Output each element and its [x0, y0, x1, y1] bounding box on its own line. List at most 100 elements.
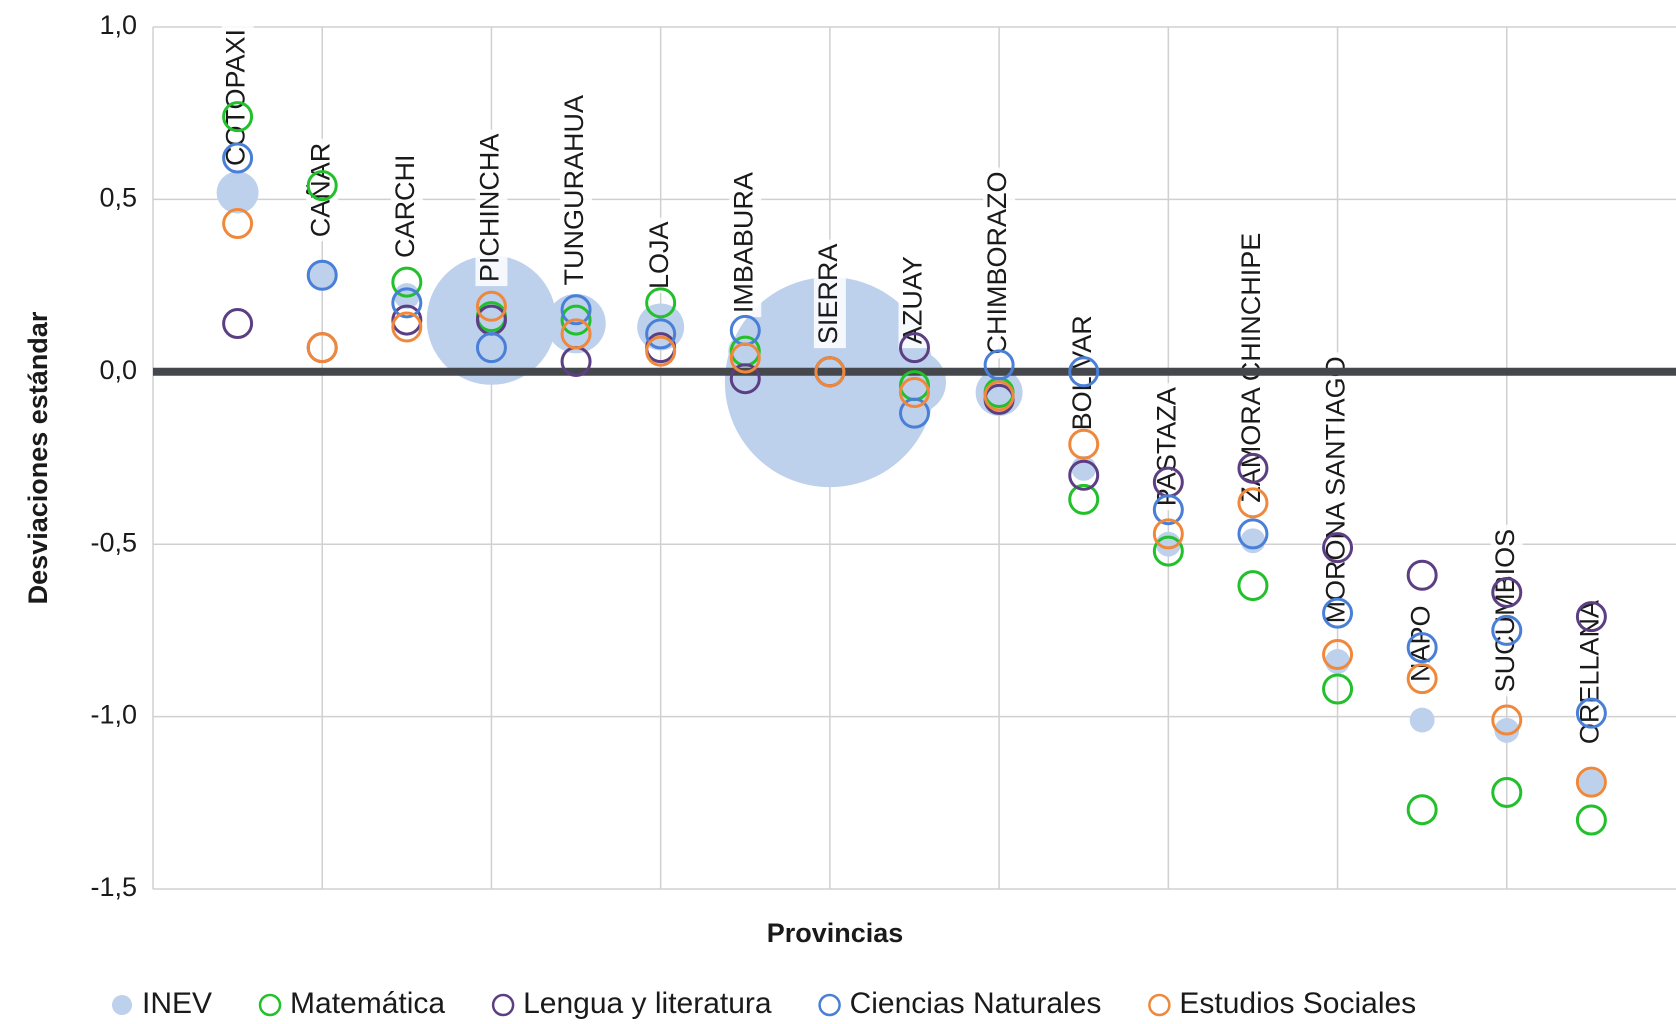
point	[1068, 483, 1100, 515]
point	[814, 356, 846, 388]
label-bg	[898, 252, 931, 349]
point	[1322, 639, 1354, 671]
category-label: TUNGURAHUA	[559, 95, 589, 286]
category-label: PICHINCHA	[475, 134, 505, 283]
label-bg	[813, 239, 846, 349]
point	[306, 170, 338, 202]
legend-marker	[1148, 993, 1171, 1017]
bubble	[1325, 649, 1350, 674]
legend-marker	[491, 993, 515, 1017]
point	[729, 342, 761, 374]
legend-label: Lengua y literatura	[523, 987, 772, 1020]
category-label: SUCUMBIOS	[1490, 529, 1520, 693]
point	[1491, 776, 1523, 808]
bubble	[883, 350, 946, 414]
point	[560, 304, 592, 336]
point	[391, 287, 423, 319]
y-tick-label: 1,0	[99, 10, 137, 40]
label-bg	[644, 217, 677, 293]
bubble	[1409, 707, 1435, 733]
category-label: CHIMBORAZO	[982, 171, 1012, 354]
point	[1406, 663, 1438, 695]
label-bg	[560, 91, 593, 290]
point	[1491, 704, 1523, 736]
point	[1575, 697, 1607, 729]
point	[1406, 559, 1438, 591]
point	[1322, 673, 1354, 705]
label-bg	[729, 168, 762, 318]
bubble	[216, 171, 259, 214]
y-tick-label: -1,5	[90, 872, 137, 902]
label-bg	[221, 25, 254, 171]
point	[475, 332, 507, 364]
point	[729, 363, 761, 395]
legend-label: Estudios Sociales	[1179, 987, 1416, 1020]
point	[1237, 487, 1269, 519]
point	[1152, 518, 1184, 550]
point	[560, 294, 592, 326]
point	[1322, 532, 1354, 564]
point	[222, 308, 254, 340]
point	[475, 290, 507, 322]
point	[306, 259, 338, 291]
point	[1068, 459, 1100, 491]
point	[222, 208, 254, 240]
point	[1406, 632, 1438, 664]
point	[1491, 576, 1523, 608]
point	[899, 332, 930, 364]
y-tick-label: -1,0	[90, 700, 137, 730]
label-bg	[983, 167, 1016, 359]
point	[1322, 597, 1354, 629]
category-label: MORONA SANTIAGO	[1321, 356, 1351, 623]
label-bg	[306, 138, 339, 242]
legend-marker	[818, 993, 841, 1017]
point	[1237, 518, 1269, 550]
y-tick-label: -0,5	[90, 527, 137, 557]
y-tick-label: 0,5	[99, 183, 137, 213]
point	[645, 335, 677, 367]
category-label: SIERRA	[813, 244, 843, 345]
label-bg	[390, 150, 423, 262]
point	[391, 304, 423, 336]
bubble	[1494, 717, 1520, 743]
point	[222, 142, 254, 174]
point	[1575, 804, 1607, 836]
point	[1575, 766, 1607, 798]
bubble	[307, 260, 338, 291]
category-label: CARCHI	[390, 154, 420, 258]
point	[1406, 794, 1438, 826]
point	[1068, 356, 1100, 388]
bubble	[1578, 769, 1604, 795]
point	[1237, 570, 1269, 602]
point	[1575, 601, 1607, 633]
y-tick-label: 0,0	[99, 355, 137, 385]
point	[391, 311, 423, 343]
point	[560, 318, 592, 350]
point	[899, 376, 930, 408]
point	[1152, 494, 1184, 526]
legend-label: Matemática	[290, 987, 445, 1020]
point	[222, 101, 254, 133]
y-axis-title: Desviaciones estándar	[23, 311, 53, 604]
point	[899, 397, 930, 429]
point	[645, 318, 677, 350]
category-label: AZUAY	[898, 256, 928, 344]
point	[1152, 535, 1184, 567]
category-label: LOJA	[644, 221, 674, 289]
point	[645, 287, 677, 319]
point	[391, 266, 423, 298]
point	[983, 380, 1015, 412]
point	[1491, 614, 1523, 646]
point	[1237, 452, 1269, 484]
bubble	[1240, 528, 1266, 554]
legend-label: INEV	[142, 987, 212, 1020]
legend-marker	[112, 995, 132, 1015]
label-bg	[1321, 352, 1354, 628]
point	[983, 349, 1015, 381]
bubble	[724, 277, 935, 488]
legend-label: Ciencias Naturales	[850, 987, 1102, 1020]
label-bg	[1490, 524, 1523, 697]
point	[306, 332, 338, 364]
bubble	[637, 303, 685, 351]
